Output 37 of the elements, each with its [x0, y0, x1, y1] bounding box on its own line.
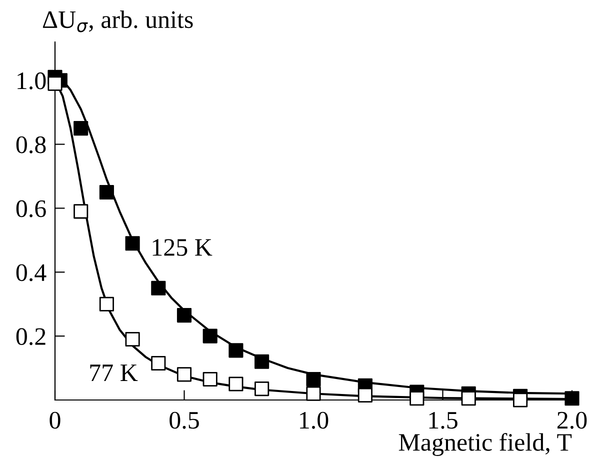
point	[74, 121, 88, 136]
point	[151, 356, 166, 371]
y-tick-label: 0.8	[16, 136, 46, 154]
point	[74, 204, 88, 219]
point	[48, 76, 62, 91]
point	[461, 391, 476, 406]
point	[254, 354, 270, 369]
point	[410, 391, 424, 406]
point	[99, 184, 114, 200]
y-axis-title: ΔU$_{σ}$, arb. units	[42, 10, 193, 32]
x-tick-label: 0.5	[170, 412, 199, 429]
y-tick-label: 0.2	[16, 328, 46, 346]
point	[202, 372, 218, 387]
x-tick-label: 2.0	[557, 412, 587, 429]
point	[228, 343, 244, 358]
point	[513, 392, 528, 408]
x-tick-label: 1.0	[300, 412, 328, 429]
point	[125, 236, 140, 251]
y-tick-label: 1.0	[18, 72, 46, 90]
point	[125, 332, 140, 347]
point	[306, 372, 321, 387]
annotation: 125 K	[152, 239, 212, 256]
point	[151, 280, 166, 296]
point	[228, 376, 244, 392]
annotation: 77 K	[90, 364, 138, 381]
point	[176, 367, 192, 382]
x-axis-title: Magnetic field, T	[398, 433, 572, 456]
x-tick-label: 1.5	[429, 412, 458, 429]
point	[176, 308, 192, 323]
point	[306, 386, 321, 401]
point	[99, 296, 114, 312]
point	[202, 328, 218, 344]
point	[254, 382, 270, 396]
y-tick-label: 0.4	[16, 264, 46, 282]
point	[358, 388, 372, 402]
y-tick-label: 0.6	[16, 200, 46, 218]
x-tick-label: 0	[50, 412, 60, 429]
